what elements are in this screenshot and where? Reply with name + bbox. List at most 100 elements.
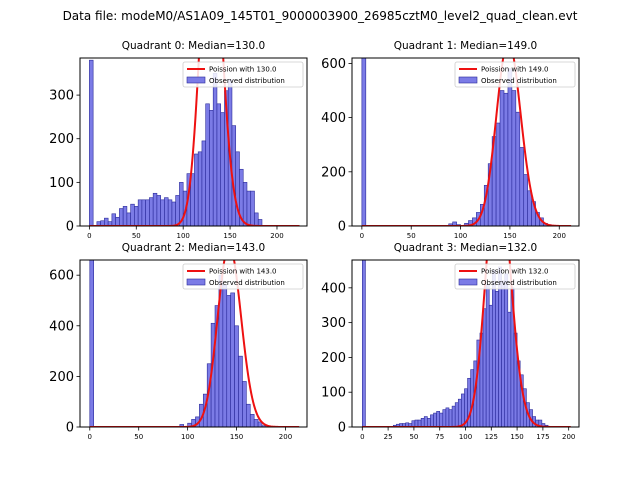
histogram-bar xyxy=(209,110,214,226)
histogram-bar xyxy=(126,212,131,226)
histogram-bar xyxy=(430,414,434,427)
figure-suptitle: Data file: modeM0/AS1A09_145T01_90000039… xyxy=(63,9,578,23)
histogram-bar xyxy=(216,103,222,226)
y-tick-label: 600 xyxy=(49,269,74,284)
histogram-bar xyxy=(226,295,231,427)
poisson-curve xyxy=(362,260,571,427)
subplot-quadrant-2: Quadrant 2: Median=143.0 0 200 400 600 0 50 100… xyxy=(49,242,308,441)
legend-box xyxy=(454,263,576,290)
histogram-bar xyxy=(433,412,437,427)
legend-poisson-label: Poission with 130.0 xyxy=(209,66,277,74)
histogram-bar xyxy=(201,140,206,226)
histogram-bar xyxy=(439,412,444,427)
y-tick-label: 0 xyxy=(338,220,346,235)
poisson-curve xyxy=(89,260,300,427)
histogram-bar xyxy=(220,112,225,226)
histogram-bar xyxy=(141,199,146,226)
histogram-bar xyxy=(167,199,173,226)
legend: Poission with 149.0 Observed distribution xyxy=(454,61,576,88)
legend-observed-label: Observed distribution xyxy=(209,77,285,85)
histogram-bar xyxy=(197,151,203,226)
histogram-bar xyxy=(246,403,251,427)
histogram-bar xyxy=(261,425,267,427)
subplot-title: Quadrant 0: Median=130.0 xyxy=(122,40,265,52)
x-tick-label: 125 xyxy=(485,433,498,441)
subplot-quadrant-0: Quadrant 0: Median=130.0 0 100 200 300 0 50 100… xyxy=(49,40,308,240)
y-tick-label: 100 xyxy=(49,176,74,191)
histogram-bar xyxy=(234,325,239,427)
y-tick-label: 200 xyxy=(49,370,74,385)
x-tick-label: 0 xyxy=(360,433,364,441)
histogram-bar xyxy=(160,199,165,226)
histogram-bar xyxy=(452,221,457,226)
x-tick-label: 0 xyxy=(87,232,91,240)
histogram-bars xyxy=(89,260,267,427)
legend-poisson-label: Poission with 149.0 xyxy=(481,66,549,74)
x-tick-label: 0 xyxy=(88,433,92,441)
y-tick-label: 0 xyxy=(338,421,346,436)
histogram-bar xyxy=(427,418,431,427)
y-tick-label: 0 xyxy=(66,220,74,235)
histogram-bar xyxy=(145,199,150,226)
histogram-bar xyxy=(423,416,428,427)
histogram-bar xyxy=(89,59,94,226)
histogram-bar xyxy=(190,173,195,226)
histogram-bar xyxy=(492,270,496,427)
histogram-bar xyxy=(498,266,502,427)
histogram-bar xyxy=(119,208,124,226)
histogram-bar xyxy=(414,419,419,427)
histogram-bar xyxy=(246,190,252,226)
x-tick-label: 0 xyxy=(360,232,364,240)
x-tick-label: 175 xyxy=(536,433,549,441)
x-tick-label: 50 xyxy=(407,232,416,240)
histogram-bar xyxy=(501,280,506,427)
histogram-bar xyxy=(249,414,255,427)
x-tick-label: 200 xyxy=(270,232,283,240)
legend: Poission with 130.0 Observed distribution xyxy=(182,61,304,88)
legend: Poission with 132.0 Observed distribution xyxy=(454,263,576,290)
histogram-bar xyxy=(250,190,255,226)
x-tick-label: 150 xyxy=(503,232,516,240)
y-tick-label: 400 xyxy=(49,319,74,334)
histogram-bar xyxy=(436,411,441,427)
histogram-bar xyxy=(253,419,259,427)
x-tick-label: 50 xyxy=(132,232,141,240)
histogram-bar xyxy=(175,195,180,226)
legend-box xyxy=(182,263,304,290)
histogram-bar xyxy=(507,311,512,427)
y-tick-label: 200 xyxy=(321,351,346,366)
histogram-bar xyxy=(523,174,528,226)
x-tick-label: 25 xyxy=(384,433,393,441)
histogram-bar xyxy=(238,355,243,427)
subplot-quadrant-1: Quadrant 1: Median=149.0 0 200 400 600 0 50 100… xyxy=(321,40,580,240)
x-tick-label: 200 xyxy=(279,433,292,441)
histogram-bar xyxy=(242,182,248,226)
histogram-bar xyxy=(488,304,493,427)
histogram-bar xyxy=(507,68,513,226)
histogram-bar xyxy=(134,206,139,226)
histogram-bar xyxy=(519,147,525,226)
legend-bar-swatch xyxy=(458,76,478,84)
histogram-bar xyxy=(442,409,447,427)
y-tick-label: 200 xyxy=(49,132,74,147)
legend-box xyxy=(182,61,304,88)
x-tick-label: 100 xyxy=(181,433,194,441)
histogram-bar xyxy=(152,192,158,226)
histogram-bar xyxy=(445,407,450,427)
histogram-bar xyxy=(222,285,228,427)
axes-frame xyxy=(351,57,580,227)
x-tick-label: 200 xyxy=(562,433,575,441)
histogram-bar xyxy=(451,405,456,427)
histogram-bar xyxy=(89,260,94,427)
histogram-bars xyxy=(361,58,552,226)
x-tick-label: 150 xyxy=(223,232,236,240)
legend-poisson-label: Poission with 132.0 xyxy=(481,268,549,276)
histogram-bar xyxy=(485,284,490,427)
histogram-bar xyxy=(230,292,235,427)
histogram-bar xyxy=(122,206,128,226)
histogram-bar xyxy=(448,409,453,427)
histogram-bar xyxy=(499,90,505,226)
histogram-bar xyxy=(417,419,422,427)
histogram-bar xyxy=(503,92,509,226)
